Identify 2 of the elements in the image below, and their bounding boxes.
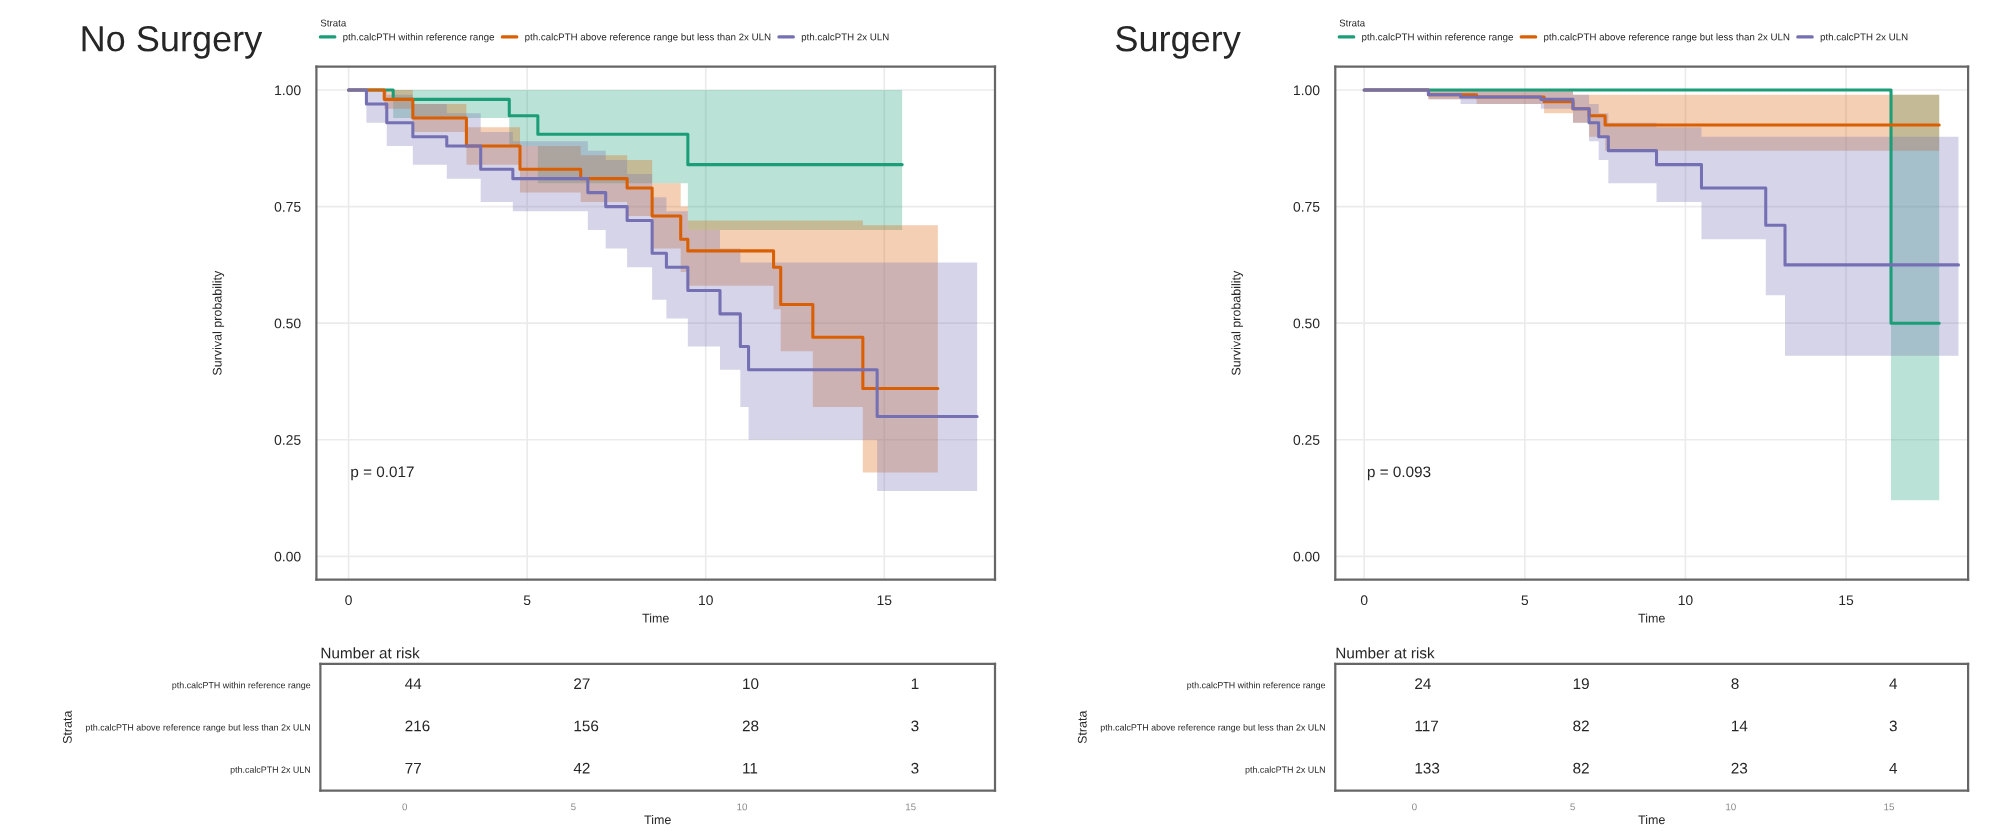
chart-title: No Surgery: [82, 25, 263, 59]
chart-title: Surgery: [1116, 25, 1241, 59]
